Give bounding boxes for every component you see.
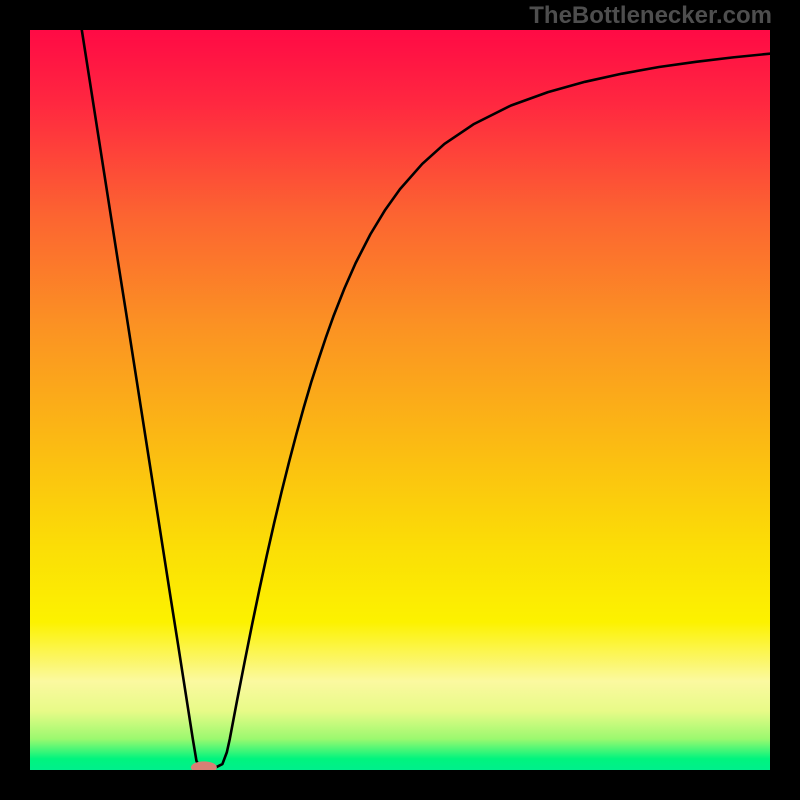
chart-frame: TheBottlenecker.com xyxy=(0,0,800,800)
watermark-text: TheBottlenecker.com xyxy=(529,2,772,30)
plot-area xyxy=(30,30,770,770)
chart-svg xyxy=(30,30,770,770)
